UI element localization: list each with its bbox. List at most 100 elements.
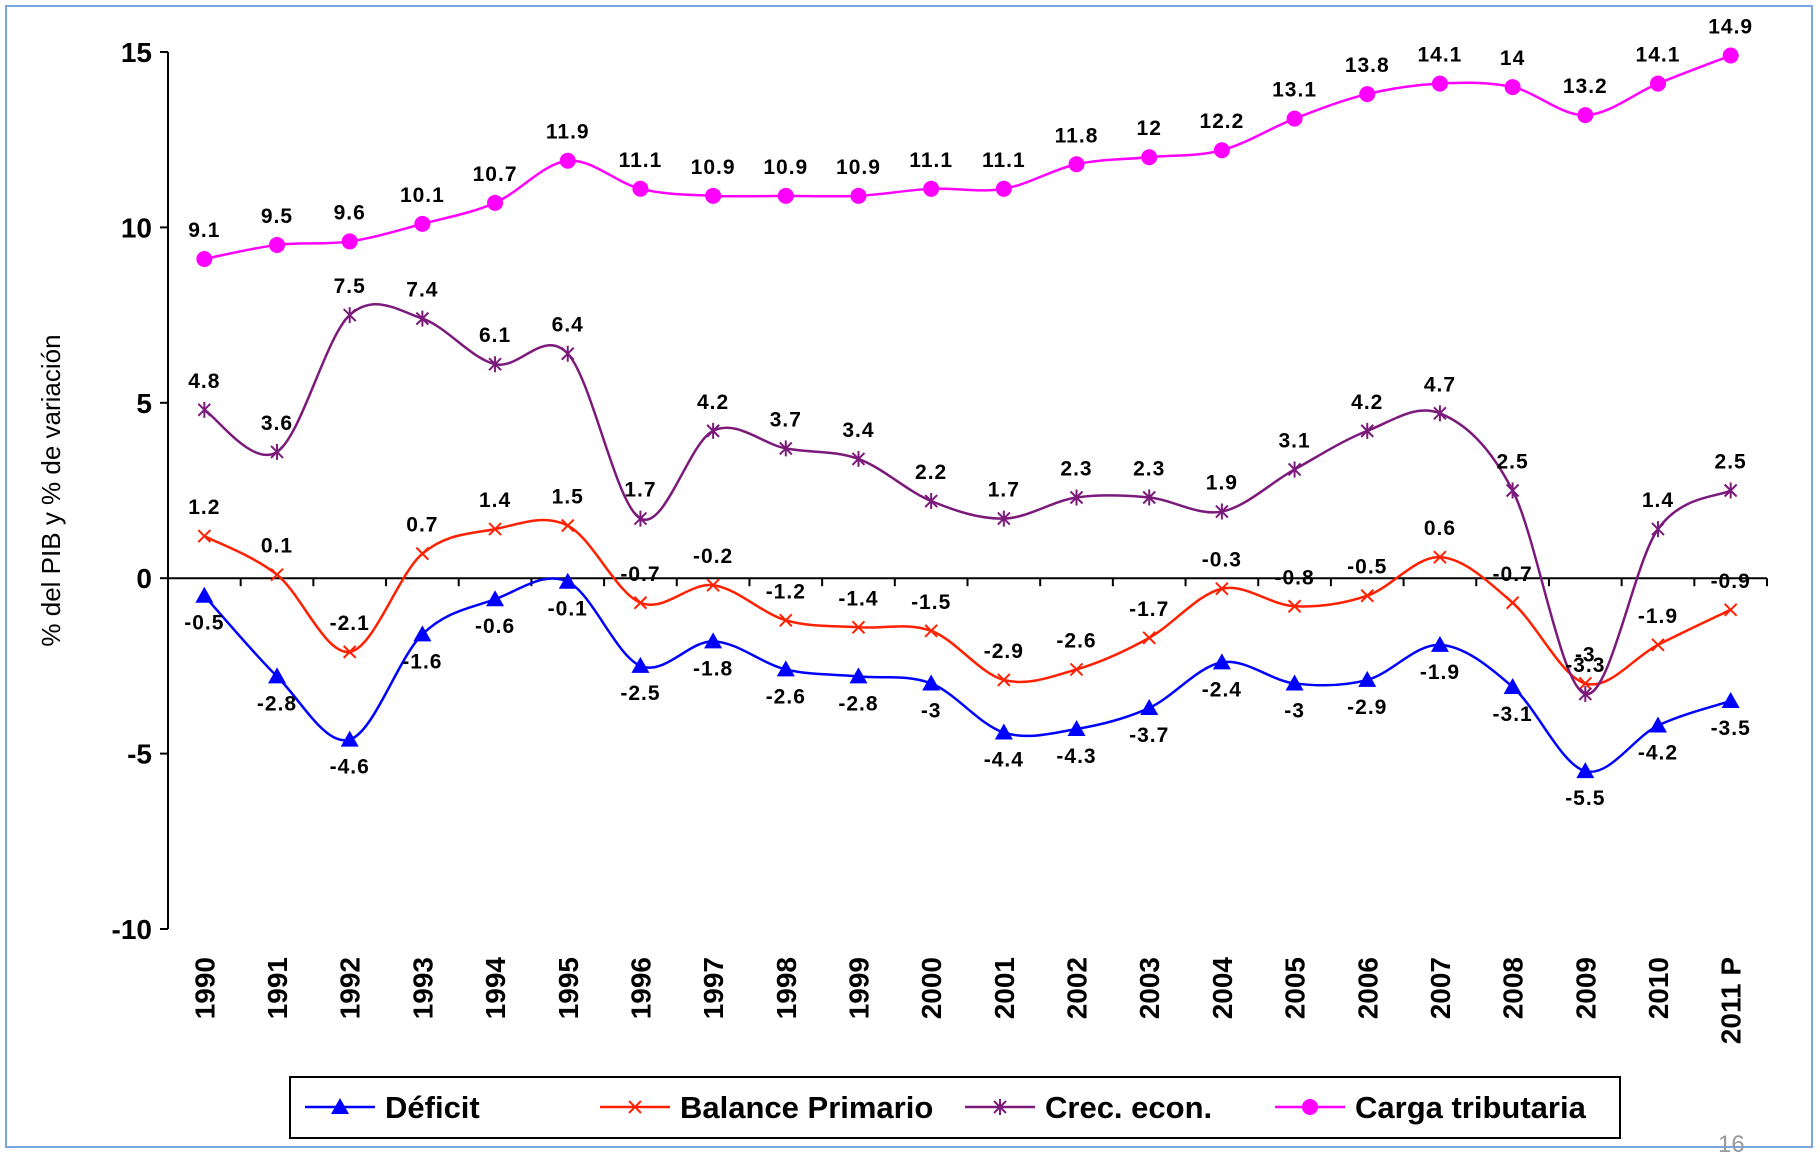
marker-shape: [1360, 589, 1374, 603]
data-point: [558, 572, 577, 589]
data-point: [487, 194, 504, 211]
data-label: 1.9: [1206, 472, 1238, 495]
data-label: -0.8: [1274, 566, 1314, 589]
marker-shape: [195, 586, 214, 603]
marker-shape: [561, 518, 575, 533]
data-point: [633, 596, 648, 610]
data-label: 1.5: [552, 486, 584, 509]
data-label: -4.2: [1638, 742, 1678, 765]
data-point: [776, 660, 795, 677]
data-label: 14.1: [1417, 44, 1462, 67]
data-label: -2.1: [330, 612, 370, 635]
data-point: [1723, 603, 1738, 617]
data-label: 14.1: [1636, 44, 1681, 67]
data-label: 14.9: [1708, 16, 1753, 39]
marker-shape: [632, 180, 649, 197]
legend-marker: [1302, 1099, 1318, 1115]
marker-shape: [488, 522, 502, 536]
marker-shape: [1651, 521, 1665, 538]
data-label: -0.7: [620, 563, 660, 586]
data-label: -0.5: [1347, 556, 1387, 579]
marker-shape: [631, 656, 650, 673]
marker-shape: [1504, 79, 1521, 96]
data-point: [1358, 670, 1377, 687]
data-label: 10.9: [763, 156, 808, 179]
data-label: -3: [1284, 699, 1305, 722]
data-point: [197, 529, 212, 543]
series-line: [203, 577, 1732, 773]
data-label: 1.7: [624, 479, 656, 502]
data-point: [1286, 110, 1303, 127]
marker-shape: [1578, 676, 1593, 691]
data-point: [1360, 589, 1374, 603]
marker-shape: [559, 152, 576, 169]
data-label: -4.6: [330, 756, 370, 779]
data-point: [1577, 107, 1594, 124]
marker-shape: [268, 667, 287, 684]
marker-shape: [924, 493, 938, 510]
data-point: [1141, 149, 1158, 166]
data-point: [270, 443, 284, 460]
x-tick-label: 2006: [1352, 957, 1383, 1019]
data-label: 10.1: [400, 184, 445, 207]
marker-shape: [633, 596, 648, 610]
data-point: [1067, 720, 1086, 737]
data-label: 7.5: [334, 275, 366, 298]
data-point: [1142, 631, 1156, 645]
marker-shape: [1302, 1099, 1318, 1115]
marker-shape: [1577, 107, 1594, 124]
x-tick-label: 1993: [407, 957, 438, 1019]
data-label: 10.9: [836, 156, 881, 179]
data-point: [561, 345, 575, 362]
data-label: 2.3: [1133, 458, 1165, 481]
data-label: 9.5: [261, 205, 293, 228]
data-label: 2.5: [1497, 451, 1529, 474]
marker-shape: [1215, 582, 1229, 596]
legend-marker: [628, 1100, 642, 1114]
data-point: [559, 152, 576, 169]
data-point: [1578, 685, 1593, 702]
legend-box: [289, 1076, 1621, 1139]
marker-shape: [704, 632, 723, 649]
marker-shape: [1067, 720, 1086, 737]
x-tick-label: 1996: [625, 957, 656, 1019]
data-point: [269, 236, 286, 253]
marker-shape: [1433, 405, 1447, 422]
data-point: [268, 667, 287, 684]
data-label: 3.1: [1278, 429, 1310, 452]
marker-shape: [705, 187, 722, 204]
data-point: [270, 567, 284, 582]
x-tick-label: 2011 P: [1716, 957, 1747, 1044]
marker-shape: [776, 660, 795, 677]
x-tick-label: 1997: [698, 957, 729, 1019]
data-point: [1576, 762, 1595, 779]
data-label: 13.2: [1563, 75, 1608, 98]
marker-shape: [1431, 75, 1448, 92]
data-label: 0.1: [261, 535, 293, 558]
data-label: -2.8: [257, 692, 297, 715]
data-point: [486, 590, 505, 607]
data-label: -3: [921, 699, 942, 722]
data-label: -3.7: [1129, 724, 1169, 747]
data-label: -1.5: [911, 591, 951, 614]
marker-shape: [340, 730, 359, 747]
data-point: [1578, 676, 1593, 691]
marker-shape: [269, 236, 286, 253]
marker-shape: [993, 1099, 1007, 1115]
data-label: -4.4: [984, 749, 1024, 772]
marker-shape: [1722, 47, 1739, 64]
x-tick-label: 1990: [189, 957, 220, 1019]
marker-shape: [851, 450, 866, 467]
data-label: 2.5: [1715, 451, 1747, 474]
data-label: -0.5: [184, 612, 224, 635]
x-tick-label: 2004: [1207, 957, 1238, 1020]
data-label: 10.7: [473, 163, 518, 186]
data-point: [994, 723, 1013, 740]
data-label: 7.4: [406, 279, 438, 302]
marker-shape: [1578, 685, 1593, 702]
data-label: -1.9: [1420, 661, 1460, 684]
marker-shape: [1068, 156, 1085, 173]
data-label: 11.1: [619, 149, 663, 172]
data-point: [1360, 422, 1374, 439]
marker-shape: [488, 356, 502, 373]
